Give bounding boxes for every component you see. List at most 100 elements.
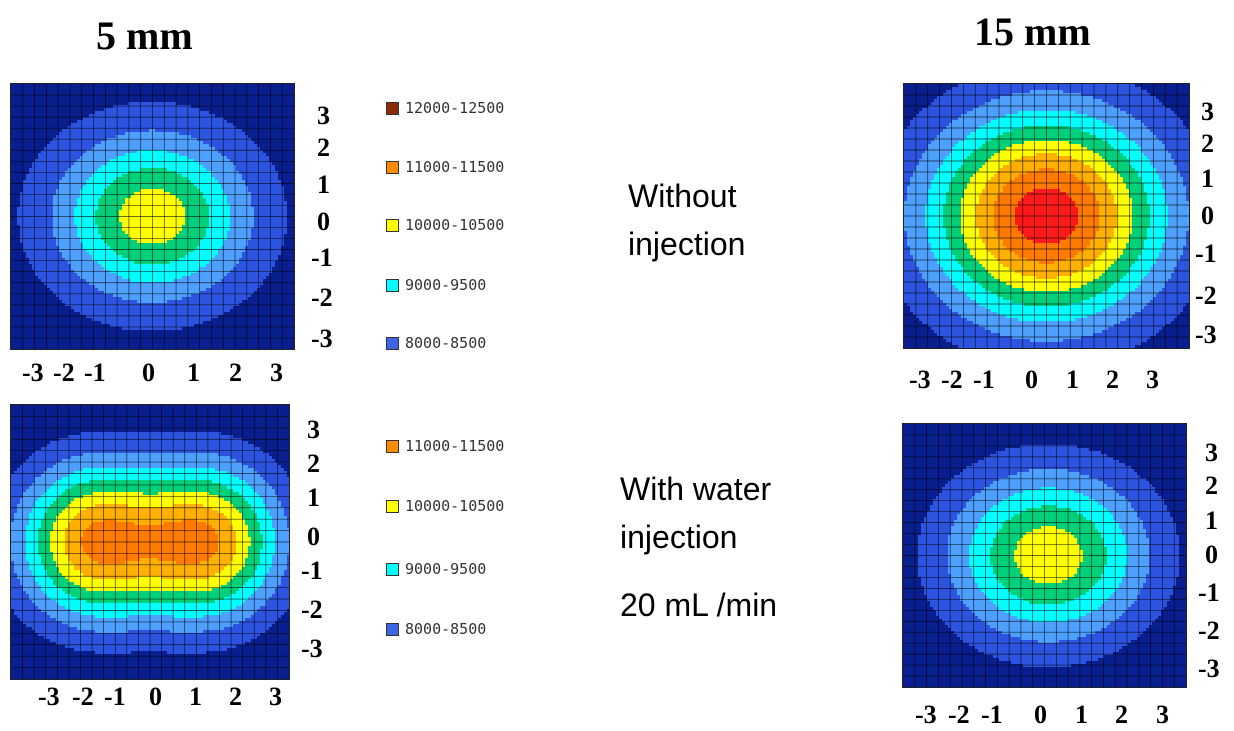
heatmap-cell xyxy=(26,162,30,166)
heatmap-cell xyxy=(206,108,210,112)
heatmap-cell xyxy=(83,219,87,223)
heatmap-cell xyxy=(197,162,201,166)
heatmap-cell xyxy=(26,180,30,184)
heatmap-cell xyxy=(134,189,138,193)
heatmap-cell xyxy=(74,219,78,223)
heatmap-cell xyxy=(269,207,273,211)
heatmap-cell xyxy=(278,222,282,226)
heatmap-cell xyxy=(239,162,243,166)
heatmap-cell xyxy=(20,228,24,232)
heatmap-cell xyxy=(116,87,120,91)
heatmap-cell xyxy=(11,141,15,145)
heatmap-cell xyxy=(236,165,240,169)
heatmap-cell xyxy=(230,159,234,163)
heatmap-cell xyxy=(107,219,111,223)
heatmap-cell xyxy=(122,153,126,157)
heatmap-cell xyxy=(71,210,75,214)
heatmap-cell xyxy=(263,222,267,226)
heatmap-cell xyxy=(242,198,246,202)
heatmap-cell xyxy=(137,231,141,235)
heatmap-cell xyxy=(62,198,66,202)
heatmap-cell xyxy=(179,198,183,202)
heatmap-cell xyxy=(155,219,159,223)
heatmap-cell xyxy=(122,129,126,133)
heatmap-cell xyxy=(248,147,252,151)
heatmap-cell xyxy=(125,147,129,151)
heatmap-cell xyxy=(77,183,81,187)
heatmap-cell xyxy=(59,177,63,181)
heatmap-cell xyxy=(200,195,204,199)
heatmap-cell xyxy=(218,195,222,199)
heatmap-cell xyxy=(281,141,285,145)
heatmap-cell xyxy=(26,228,30,232)
heatmap-cell xyxy=(263,138,267,142)
heatmap-cell xyxy=(95,192,99,196)
heatmap-cell xyxy=(20,138,24,142)
heatmap-cell xyxy=(89,153,93,157)
heatmap-cell xyxy=(200,162,204,166)
heatmap-cell xyxy=(26,201,30,205)
heatmap-cell xyxy=(179,156,183,160)
heatmap-cell xyxy=(140,99,144,103)
heatmap-cell xyxy=(266,228,270,232)
heatmap-cell xyxy=(32,201,36,205)
heatmap-cell xyxy=(44,135,48,139)
heatmap-cell xyxy=(251,180,255,184)
heatmap-cell xyxy=(197,180,201,184)
heatmap-cell xyxy=(242,222,246,226)
heatmap-cell xyxy=(224,102,228,106)
heatmap-cell xyxy=(167,117,171,121)
heatmap-cell xyxy=(239,207,243,211)
heatmap-cell xyxy=(275,102,279,106)
heatmap-cell xyxy=(113,147,117,151)
heatmap-cell xyxy=(59,141,63,145)
heatmap-cell xyxy=(107,228,111,232)
heatmap-cell xyxy=(104,234,108,238)
heatmap-cell xyxy=(227,174,231,178)
heatmap-cell xyxy=(41,171,45,175)
heatmap-cell xyxy=(107,156,111,160)
heatmap-cell xyxy=(107,84,111,88)
heatmap-cell xyxy=(215,192,219,196)
heatmap-cell xyxy=(104,117,108,121)
heatmap-cell xyxy=(104,150,108,154)
heatmap-cell xyxy=(272,102,276,106)
heatmap-cell xyxy=(119,168,123,172)
heatmap-cell xyxy=(155,84,159,88)
heatmap-cell xyxy=(269,147,273,151)
heatmap-cell xyxy=(56,177,60,181)
heatmap-cell xyxy=(149,135,153,139)
heatmap-cell xyxy=(182,108,186,112)
heatmap-cell xyxy=(137,129,141,133)
heatmap-cell xyxy=(230,177,234,181)
heatmap-cell xyxy=(248,165,252,169)
heatmap-cell xyxy=(140,165,144,169)
heatmap-cell xyxy=(149,111,153,115)
heatmap-cell xyxy=(95,123,99,127)
heatmap-cell xyxy=(137,171,141,175)
heatmap-cell xyxy=(71,240,75,244)
heatmap-cell xyxy=(53,129,57,133)
heatmap-cell xyxy=(275,207,279,211)
heatmap-cell xyxy=(260,198,264,202)
heatmap-cell xyxy=(95,138,99,142)
heatmap-cell xyxy=(293,219,294,223)
heatmap-cell xyxy=(41,84,45,88)
heatmap-cell xyxy=(182,219,186,223)
heatmap-cell xyxy=(35,189,39,193)
heatmap-cell xyxy=(29,186,33,190)
heatmap-cell xyxy=(113,225,117,229)
heatmap-cell xyxy=(266,135,270,139)
heatmap-cell xyxy=(200,96,204,100)
heatmap-cell xyxy=(206,189,210,193)
heatmap-cell xyxy=(179,132,183,136)
heatmap-cell xyxy=(197,138,201,142)
heatmap-cell xyxy=(248,150,252,154)
heatmap-cell xyxy=(212,147,216,151)
heatmap-cell xyxy=(74,186,78,190)
heatmap-cell xyxy=(17,213,21,217)
heatmap-cell xyxy=(269,129,273,133)
heatmap-cell xyxy=(242,99,246,103)
heatmap-cell xyxy=(251,213,255,217)
heatmap-cell xyxy=(161,198,165,202)
